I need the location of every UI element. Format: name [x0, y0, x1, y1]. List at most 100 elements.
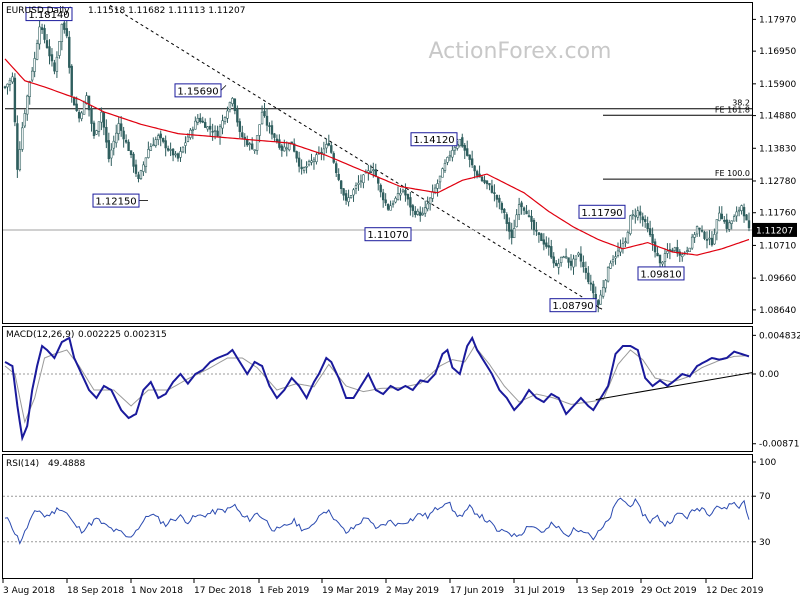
candle-body	[154, 139, 157, 146]
candle	[599, 289, 602, 305]
x-tick-label: 12 Dec 2019	[706, 586, 764, 596]
price-y-tick-label: 1.14880	[759, 112, 796, 122]
candle	[532, 218, 536, 236]
candle	[646, 216, 649, 233]
candle	[283, 139, 286, 152]
candle-body	[377, 177, 380, 184]
candle	[448, 150, 452, 162]
candle-body	[325, 144, 328, 149]
candle-body	[275, 138, 279, 142]
x-axis: 3 Aug 2018 18 Sep 2018 1 Nov 2018 17 Dec 20…	[2, 579, 764, 596]
candle-body	[142, 164, 145, 172]
candle	[241, 125, 244, 140]
price-annotation: 1.15690	[174, 83, 227, 98]
candle-body	[223, 117, 227, 122]
candle-body	[21, 127, 24, 150]
candle-body	[95, 130, 98, 135]
x-tick-label: 31 Jul 2019	[514, 586, 565, 596]
candle-body	[594, 293, 597, 299]
candle	[354, 182, 358, 195]
candle	[26, 94, 29, 121]
price-y-tick-label: 1.13830	[759, 144, 796, 154]
candle-body	[715, 219, 719, 234]
annotation-label: 1.14120	[413, 135, 454, 146]
candle-body	[349, 195, 353, 198]
candle	[480, 174, 484, 183]
rsi-y-tick-label: 30	[759, 538, 771, 548]
candle-body	[30, 70, 34, 81]
candle-body	[53, 62, 56, 72]
candle-body	[426, 203, 429, 210]
candle	[152, 137, 155, 147]
sma-line	[4, 58, 750, 256]
candle-body	[191, 129, 195, 132]
candle	[700, 225, 704, 233]
candle	[53, 59, 56, 75]
candle	[587, 266, 590, 285]
candle-body	[87, 95, 91, 111]
candle-body	[260, 111, 264, 125]
candle	[263, 102, 266, 118]
candle-body	[80, 112, 83, 119]
candle-body	[609, 262, 612, 269]
candle	[344, 189, 348, 205]
candle	[352, 188, 355, 202]
candle	[325, 138, 328, 154]
candle	[708, 230, 711, 246]
candle	[569, 254, 573, 271]
candle-body	[629, 215, 632, 234]
candle	[396, 186, 400, 201]
candle-body	[626, 231, 630, 244]
candle	[288, 143, 291, 152]
candle-body	[231, 98, 234, 105]
candle-body	[735, 211, 738, 217]
candle	[495, 194, 499, 208]
candle	[461, 133, 464, 148]
candle	[466, 140, 469, 157]
candle-body	[307, 161, 311, 166]
candle-body	[263, 110, 266, 117]
candle-body	[470, 158, 474, 166]
candle-body	[50, 54, 54, 62]
price-y-tick-label: 1.10710	[759, 241, 796, 251]
candle	[105, 119, 108, 149]
candle	[204, 118, 207, 128]
price-y-tick-label: 1.15900	[759, 80, 796, 90]
candle-body	[666, 250, 669, 254]
rsi-layer: 100 70 30	[3, 458, 776, 548]
candle	[401, 188, 405, 194]
candle	[643, 215, 647, 228]
candle-body	[372, 169, 375, 172]
candle	[485, 180, 489, 190]
candle-body	[68, 36, 71, 68]
candle	[740, 204, 743, 215]
candle	[458, 138, 461, 148]
candle	[77, 109, 81, 123]
candle	[75, 96, 78, 112]
candle-body	[510, 229, 513, 239]
candle-body	[737, 209, 741, 212]
candle	[139, 169, 143, 180]
candle-body	[399, 192, 402, 196]
candle	[40, 23, 44, 34]
candle-body	[45, 40, 49, 48]
candle-body	[194, 120, 197, 130]
candle	[310, 153, 313, 166]
candle-body	[152, 144, 155, 147]
candle-body	[379, 184, 382, 193]
candle	[550, 239, 553, 260]
macd-trendline	[595, 372, 753, 401]
candle-body	[362, 174, 365, 184]
candle	[525, 205, 528, 215]
candle	[45, 34, 49, 49]
candle-body	[658, 254, 662, 264]
candle-body	[63, 22, 66, 30]
candle	[737, 206, 741, 217]
candle-body	[255, 135, 259, 151]
price-y-tick-label: 1.11760	[759, 209, 796, 219]
candle-body	[65, 28, 68, 37]
candle	[592, 280, 595, 301]
candle	[522, 206, 526, 215]
candle-body	[18, 149, 22, 171]
candle	[335, 161, 338, 178]
